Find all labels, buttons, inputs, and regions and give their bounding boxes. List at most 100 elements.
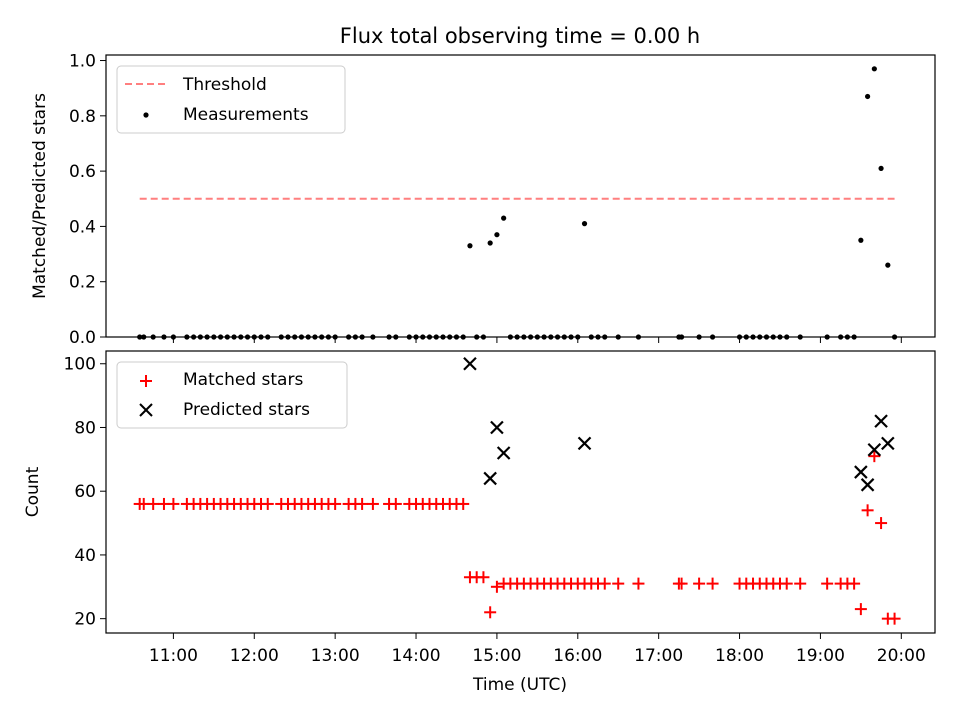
bottom-x-tick-label: 18:00: [715, 646, 764, 666]
bottom-x-tick-label: 13:00: [311, 646, 360, 666]
matched-star-marker: [875, 517, 888, 530]
matched-legend-label: Matched stars: [183, 370, 303, 390]
bottom-legend-box: [116, 361, 348, 429]
measurements-legend-swatch: [143, 112, 149, 118]
predicted-star-stroke-b: [490, 420, 504, 435]
matched-star-marker: [389, 497, 402, 510]
predicted-star-stroke-b: [867, 443, 882, 457]
bottom-x-tick-label: 17:00: [634, 646, 683, 666]
predicted-star-stroke-b: [881, 436, 895, 451]
top-y-axis-label: Matched/Predicted stars: [30, 93, 50, 299]
matched-star-marker: [261, 497, 274, 510]
predicted-star-marker: [463, 356, 477, 371]
measurement-point: [858, 237, 864, 243]
matched-star-marker: [848, 577, 861, 590]
predicted-star-stroke-b: [496, 446, 511, 460]
measurement-point: [871, 66, 877, 72]
matched-star-marker: [612, 577, 625, 590]
measurement-point: [494, 232, 500, 238]
top-y-tick-label: 0.2: [69, 273, 96, 293]
x-axis-label: Time (UTC): [472, 675, 567, 695]
top-panel: 0.0 0.2 0.4 0.6 0.8 1.0 Matched/Predicted sta…: [30, 52, 936, 348]
bottom-x-tick-label: 16:00: [553, 646, 602, 666]
measurement-point: [885, 262, 891, 268]
matched-star-marker: [780, 577, 793, 590]
bottom-x-ticks: 11:00 12:00 13:00 14:00 15:00 16:00 17:00 18:00…: [149, 633, 926, 666]
predicted-star-stroke-b: [854, 465, 868, 479]
top-x-ticks: [172, 337, 902, 343]
matched-star-marker: [356, 497, 369, 510]
bottom-y-tick-label: 20: [74, 610, 96, 630]
top-axes-frame: [105, 54, 936, 338]
matched-star-marker: [490, 580, 503, 593]
matched-star-marker: [457, 497, 470, 510]
matched-star-marker: [477, 571, 490, 584]
matched-star-marker: [794, 577, 807, 590]
matched-star-marker: [693, 577, 706, 590]
predicted-star-marker: [860, 478, 875, 492]
measurement-point: [501, 215, 507, 221]
threshold-legend-label: Threshold: [182, 75, 267, 95]
bottom-x-tick-label: 20:00: [877, 646, 926, 666]
measurement-point: [865, 93, 871, 100]
predicted-star-marker: [881, 436, 895, 451]
bottom-y-axis-label: Count: [23, 466, 43, 517]
bottom-panel: 20 40 60 80 100 11:00 12:00 13:00 14:00 15:00 16:…: [23, 350, 936, 695]
matched-star-marker: [868, 450, 881, 463]
bottom-axes-frame: [105, 350, 936, 634]
predicted-star-stroke-b: [483, 471, 497, 486]
measurement-point: [878, 165, 884, 171]
measurement-point: [467, 243, 473, 249]
matched-star-marker: [706, 577, 719, 590]
bottom-x-tick-label: 12:00: [230, 646, 279, 666]
bottom-legend: Matched stars Predicted stars: [116, 361, 348, 429]
top-y-tick-label: 0.8: [69, 107, 96, 127]
matched-legend-swatch: [140, 375, 152, 387]
bottom-y-ticks: 20 40 60 80 100: [64, 355, 106, 630]
bottom-y-tick-label: 60: [74, 482, 96, 502]
top-y-ticks: 0.0 0.2 0.4 0.6 0.8 1.0: [69, 52, 106, 348]
matched-star-marker: [147, 497, 160, 510]
predicted-star-stroke-b: [874, 414, 888, 428]
matched-star-marker: [167, 497, 180, 510]
predicted-star-marker: [854, 465, 868, 479]
bottom-points-layer: [133, 356, 901, 625]
predicted-star-marker: [867, 443, 882, 457]
matched-star-marker: [366, 497, 379, 510]
bottom-y-tick-label: 40: [74, 546, 96, 566]
top-y-tick-label: 0.4: [69, 217, 96, 237]
predicted-star-marker: [577, 436, 592, 451]
bottom-x-tick-label: 11:00: [149, 646, 198, 666]
predicted-legend-swatch: [139, 403, 153, 417]
predicted-star-marker: [874, 414, 888, 428]
matched-star-marker: [598, 577, 611, 590]
chart-title: Flux total observing time = 0.00 h: [340, 24, 700, 48]
matched-star-marker: [675, 577, 688, 590]
bottom-x-tick-label: 14:00: [392, 646, 441, 666]
measurements-legend-label: Measurements: [183, 105, 309, 125]
matched-star-marker: [484, 606, 497, 619]
top-y-tick-label: 0.0: [69, 328, 96, 348]
top-y-tick-label: 1.0: [69, 52, 96, 72]
top-legend-box: [116, 65, 346, 134]
top-legend: Threshold Measurements: [116, 65, 346, 134]
matched-star-marker: [888, 612, 901, 625]
predicted-star-marker: [483, 471, 497, 486]
measurement-point: [487, 240, 493, 246]
matched-star-marker: [632, 577, 645, 590]
bottom-x-tick-label: 19:00: [796, 646, 845, 666]
predicted-star-marker: [496, 446, 511, 460]
bottom-y-tick-label: 100: [64, 355, 96, 375]
matched-star-marker: [821, 577, 834, 590]
measurement-point: [581, 221, 588, 227]
top-y-tick-label: 0.6: [69, 162, 96, 182]
predicted-star-stroke-b: [577, 436, 592, 451]
predicted-star-marker: [490, 420, 504, 435]
bottom-x-tick-label: 15:00: [472, 646, 521, 666]
predicted-legend-label: Predicted stars: [183, 400, 310, 420]
predicted-star-stroke-b: [860, 478, 875, 492]
matched-star-marker: [854, 603, 867, 616]
matched-star-marker: [329, 497, 342, 510]
matched-star-marker: [861, 504, 874, 517]
